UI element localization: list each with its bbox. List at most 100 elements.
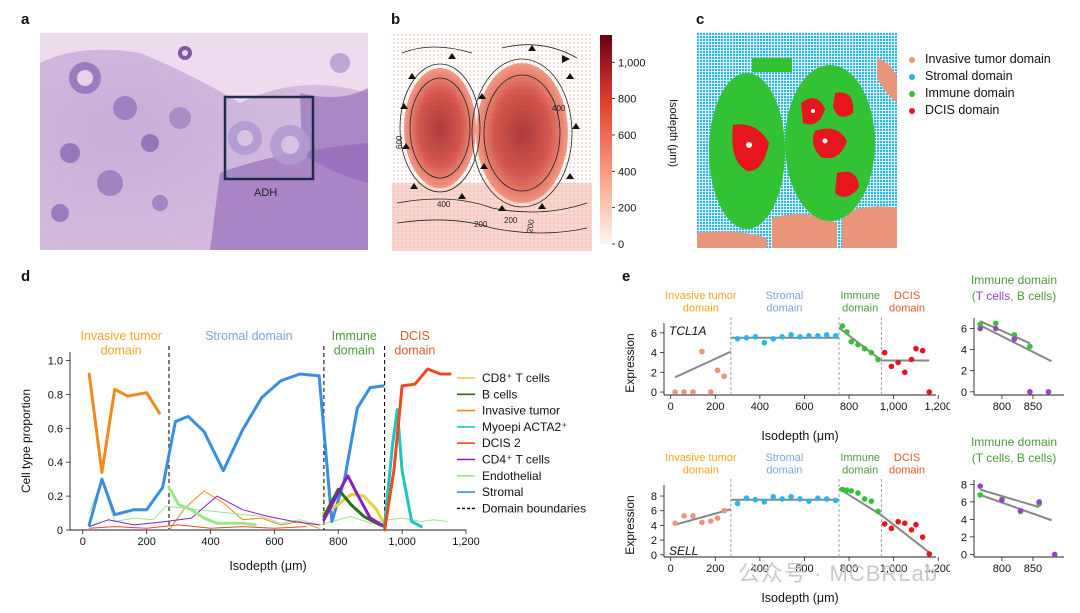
x-axis-label: Isodepth (μm) <box>229 559 306 573</box>
subplot-title: Immune domain <box>971 435 1057 449</box>
data-point <box>681 513 687 519</box>
adh-label: ADH <box>254 187 278 199</box>
data-point <box>672 520 678 527</box>
domain-legend: Invasive tumor domain Stromal domain Imm… <box>909 51 1051 119</box>
series-line <box>88 495 320 528</box>
data-point <box>770 493 777 500</box>
data-point <box>714 367 721 374</box>
x-axis-label: Isodepth (μm) <box>761 591 838 605</box>
legend-label: Immune domain <box>925 86 1015 100</box>
fit-line <box>979 320 1031 345</box>
data-point <box>752 496 759 503</box>
legend-label: Endothelial <box>482 469 541 483</box>
data-point <box>913 521 919 528</box>
sell-immune-chart: 800 850 0 2 4 6 8 Immune domain (T cells, B cell… <box>961 435 1064 575</box>
data-point <box>708 518 714 524</box>
contour-label: 200 <box>525 218 536 233</box>
contour-label: 400 <box>552 104 566 113</box>
gene-name: TCL1A <box>669 324 706 338</box>
series-line <box>383 408 423 529</box>
data-point <box>992 320 999 327</box>
colorbar-tick-label: 800 <box>618 94 636 106</box>
x-tick-label: 800 <box>329 536 347 548</box>
panel-letter-b: b <box>391 11 401 28</box>
panel-letter-c: c <box>696 11 705 28</box>
data-point <box>721 373 727 380</box>
data-point <box>844 329 850 335</box>
data-point <box>861 345 868 352</box>
data-point <box>797 334 803 340</box>
x-tick-label: 0 <box>668 563 674 575</box>
data-point <box>815 333 821 339</box>
data-point <box>908 356 915 363</box>
y-tick-label: 0 <box>961 549 967 561</box>
data-point <box>926 389 933 395</box>
colorbar-tick-label: 400 <box>618 166 636 178</box>
data-point <box>919 347 926 354</box>
y-tick-label: 0 <box>651 387 657 399</box>
colorbar-gradient <box>600 35 612 244</box>
series-line <box>87 372 161 474</box>
legend-label: Stromal domain <box>925 69 1013 83</box>
sell-expression-chart: 0 200 400 600 800 1,000 1,200 0 2 4 6 8 Expression Is… <box>623 452 950 605</box>
data-point <box>875 508 881 515</box>
x-tick-label: 800 <box>993 401 1011 413</box>
cell-type-legend: CD8⁺ T cells B cells Invasive tumor Myoepi … <box>457 371 586 515</box>
legend-dot <box>909 73 915 80</box>
legend-item-stromal: Stromal domain <box>909 68 1051 85</box>
x-tick-label: 1,000 <box>880 401 908 413</box>
y-axis-label: Cell type proportion <box>19 389 33 493</box>
subplot-subtitle: (T cells, B cells) <box>972 451 1056 465</box>
data-point <box>743 495 750 502</box>
domain-label: Stromal domain <box>765 452 803 477</box>
legend-label: Invasive tumor <box>482 404 560 418</box>
data-point <box>779 496 785 502</box>
data-point <box>913 345 919 352</box>
y-axis-label: Expression <box>623 333 637 392</box>
data-point <box>977 483 984 489</box>
series-line <box>88 524 307 529</box>
cell-type-proportion-chart: 0 200 400 600 800 1,000 1,200 0 0.2 0.4 0.6 0.8 1.0 C… <box>19 329 480 573</box>
data-point <box>815 495 821 502</box>
data-point <box>888 525 895 532</box>
data-point <box>1045 389 1052 395</box>
colorbar-tick-label: 0 <box>618 239 624 251</box>
x-tick-label: 600 <box>795 401 813 413</box>
y-tick-label: 8 <box>961 479 967 491</box>
legend-label: Invasive tumor domain <box>925 52 1051 66</box>
fit-line <box>979 488 1040 509</box>
data-point <box>992 325 999 332</box>
data-point <box>806 333 812 339</box>
data-point <box>1027 389 1033 395</box>
legend-label: Myoepi ACTA2⁺ <box>482 420 567 434</box>
subplot-subtitle: (T cells, B cells) <box>972 289 1056 303</box>
data-point <box>977 325 984 332</box>
data-point <box>734 335 741 342</box>
data-point <box>823 496 830 502</box>
data-point <box>1011 336 1018 342</box>
domain-label: Invasive tumor domain <box>665 452 737 477</box>
data-point <box>743 334 750 341</box>
fit-line <box>674 350 732 379</box>
data-point <box>855 490 861 496</box>
data-point <box>734 500 741 507</box>
y-tick-label: 6 <box>651 506 657 518</box>
data-point <box>672 389 678 395</box>
data-point <box>714 515 721 521</box>
data-point <box>779 334 785 340</box>
y-tick-label: 4 <box>651 348 657 360</box>
series-line <box>322 474 387 529</box>
colorbar-tick-label: 600 <box>618 130 636 142</box>
x-tick-label: 400 <box>201 536 219 548</box>
legend-dot <box>909 56 915 63</box>
legend-item-immune: Immune domain <box>909 85 1051 102</box>
colorbar-label: Isodepth (μm) <box>667 99 679 167</box>
domain-label: Stromal domain <box>205 329 293 343</box>
y-tick-label: 0.4 <box>48 457 63 469</box>
y-tick-label: 2 <box>961 532 967 544</box>
y-tick-label: 0.6 <box>48 423 63 435</box>
y-tick-label: 0.8 <box>48 389 63 401</box>
panel-letter-e: e <box>622 268 631 285</box>
x-tick-label: 1,000 <box>388 536 416 548</box>
data-point <box>977 321 984 328</box>
